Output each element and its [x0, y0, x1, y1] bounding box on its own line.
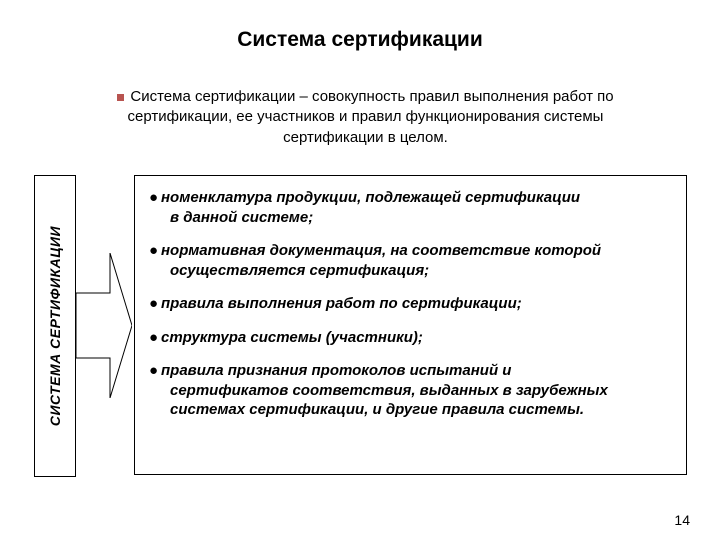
bullet-first-line: правила выполнения работ по сертификации…: [161, 295, 522, 312]
list-item: ● правила выполнения работ по сертификац…: [149, 294, 672, 314]
bullet-first-line: правила признания протоколов испытаний и: [161, 362, 511, 379]
arrow-icon: [76, 253, 132, 398]
bullet-dot-icon: ●: [149, 328, 158, 348]
page-title: Система сертификации: [0, 28, 720, 52]
bullet-cont: в данной системе;: [161, 208, 672, 228]
bullet-first-line: нормативная документация, на соответстви…: [161, 242, 601, 259]
bullet-cont: сертификатов соответствия, выданных в за…: [161, 381, 672, 420]
bullet-dot-icon: ●: [149, 361, 158, 381]
bullet-first-line: структура системы (участники);: [161, 329, 423, 346]
bullet-list: ● номенклатура продукции, подлежащей сер…: [149, 188, 672, 420]
vertical-label-text: СИСТЕМА СЕРТИФИКАЦИИ: [47, 226, 63, 426]
bullet-dot-icon: ●: [149, 241, 158, 261]
list-item: ● номенклатура продукции, подлежащей сер…: [149, 188, 672, 227]
bullet-dot-icon: ●: [149, 294, 158, 314]
content-area: СИСТЕМА СЕРТИФИКАЦИИ ● номенклатура прод…: [34, 175, 689, 475]
square-bullet-icon: [117, 94, 124, 101]
list-item: ● структура системы (участники);: [149, 328, 672, 348]
vertical-label-box: СИСТЕМА СЕРТИФИКАЦИИ: [34, 175, 76, 477]
page-number: 14: [674, 512, 690, 528]
bullet-dot-icon: ●: [149, 188, 158, 208]
bullet-box: ● номенклатура продукции, подлежащей сер…: [134, 175, 687, 475]
list-item: ● правила признания протоколов испытаний…: [149, 361, 672, 420]
bullet-cont: осуществляется сертификация;: [161, 261, 672, 281]
definition-paragraph: Система сертификации – совокупность прав…: [78, 87, 653, 148]
definition-text: Система сертификации – совокупность прав…: [128, 88, 614, 146]
bullet-first-line: номенклатура продукции, подлежащей серти…: [161, 189, 580, 206]
list-item: ● нормативная документация, на соответст…: [149, 241, 672, 280]
